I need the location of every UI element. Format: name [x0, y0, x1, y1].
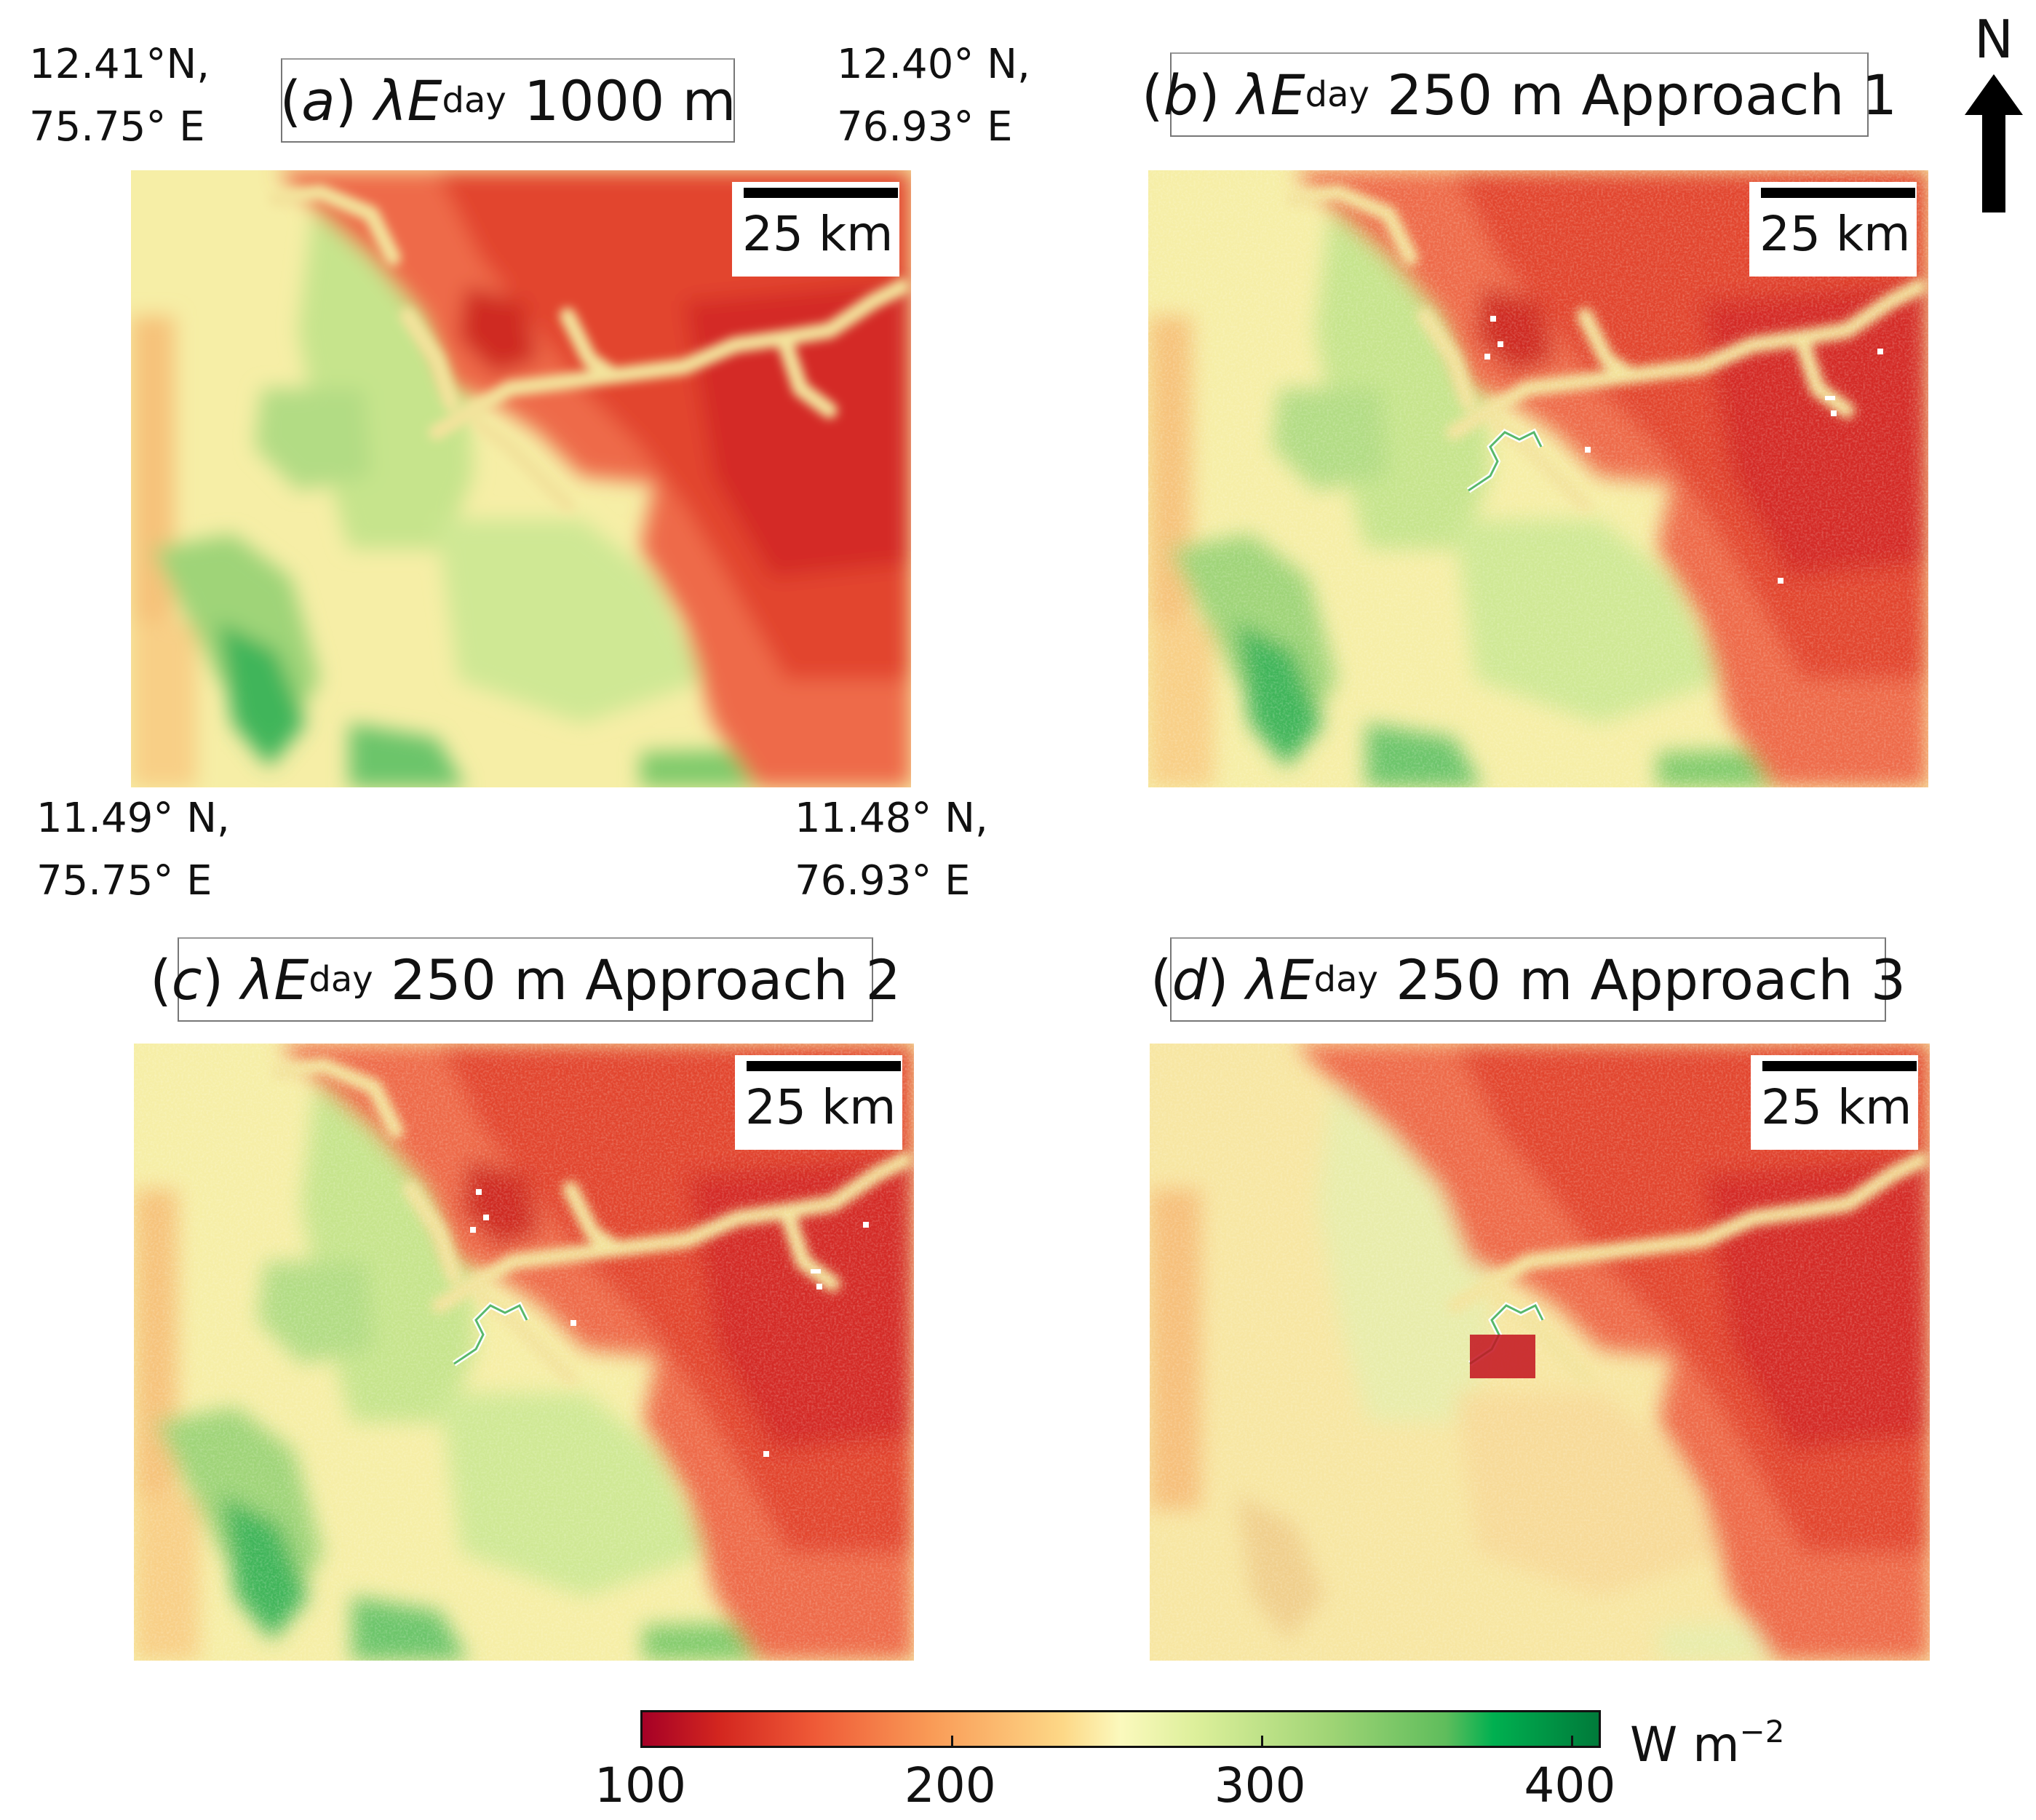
- panel-a-variable: λE: [374, 68, 442, 133]
- colorbar-tick-mark: [951, 1736, 954, 1746]
- north-label: N: [1974, 9, 2013, 70]
- north-arrow-icon: [1965, 74, 2023, 212]
- scale-bar-line: [747, 1061, 901, 1071]
- panel-d-letter: d: [1172, 947, 1207, 1012]
- colorbar-tick-label: 300: [1214, 1757, 1306, 1813]
- scale-bar-b: 25 km: [1749, 182, 1917, 277]
- panel-a-subscript: day: [442, 80, 506, 121]
- panel-c-subscript: day: [309, 959, 373, 1000]
- colorbar-unit: W m−2: [1630, 1703, 1784, 1774]
- scale-bar-a: 25 km: [732, 182, 899, 277]
- coord-bottom-left: 11.49° N, 75.75° E: [36, 795, 230, 905]
- colorbar-unit-exponent: −2: [1739, 1714, 1785, 1749]
- panel-b-suffix: 250 m Approach 1: [1387, 62, 1898, 127]
- colorbar-tick-label: 400: [1524, 1757, 1616, 1813]
- panel-b-subscript: day: [1305, 74, 1369, 115]
- scale-bar-line: [744, 188, 898, 198]
- coord-top-left: 12.41°N, 75.75° E: [29, 41, 210, 151]
- panel-a-title: (a) λE day 1000 m: [279, 58, 736, 143]
- panel-c-title: (c) λE day 250 m Approach 2: [150, 937, 901, 1022]
- panel-b-letter: b: [1163, 62, 1198, 127]
- scale-bar-label: 25 km: [1761, 1079, 1912, 1135]
- panel-c-variable: λE: [241, 947, 309, 1012]
- colorbar: [640, 1710, 1601, 1748]
- map-raster-d: [1150, 1044, 1930, 1661]
- panel-d-variable: λE: [1246, 947, 1314, 1012]
- scale-bar-d: 25 km: [1751, 1055, 1918, 1150]
- panel-d-title: (d) λE day 250 m Approach 3: [1150, 937, 1906, 1022]
- panel-a-letter: a: [301, 68, 335, 133]
- colorbar-tick-mark: [1261, 1736, 1264, 1746]
- colorbar-tick-label: 100: [595, 1757, 686, 1813]
- map-panel-c: 25 km: [134, 1044, 914, 1661]
- colorbar-unit-text: W m: [1630, 1717, 1740, 1773]
- map-panel-d: 25 km: [1150, 1044, 1930, 1661]
- scale-bar-line: [1762, 1061, 1917, 1071]
- scale-bar-label: 25 km: [742, 206, 894, 262]
- panel-d-subscript: day: [1313, 959, 1378, 1000]
- scale-bar-label: 25 km: [1759, 206, 1911, 262]
- panel-b-variable: λE: [1237, 62, 1305, 127]
- coord-top-right: 12.40° N, 76.93° E: [837, 41, 1030, 151]
- colorbar-tick-mark: [1570, 1736, 1573, 1746]
- map-panel-b: 25 km: [1148, 170, 1928, 787]
- map-panel-a: 25 km: [131, 170, 911, 787]
- panel-d-suffix: 250 m Approach 3: [1396, 947, 1906, 1012]
- scale-bar-c: 25 km: [735, 1055, 902, 1150]
- scale-bar-line: [1761, 188, 1915, 198]
- coord-bottom-right: 11.48° N, 76.93° E: [795, 795, 988, 905]
- colorbar-tick-label: 200: [904, 1757, 996, 1813]
- north-arrow: N: [1965, 10, 2036, 221]
- scale-bar-label: 25 km: [745, 1079, 896, 1135]
- panel-c-suffix: 250 m Approach 2: [390, 947, 901, 1012]
- panel-a-suffix: 1000 m: [523, 68, 736, 133]
- panel-c-letter: c: [171, 947, 202, 1012]
- panel-b-title: (b) λE day 250 m Approach 1: [1142, 52, 1897, 137]
